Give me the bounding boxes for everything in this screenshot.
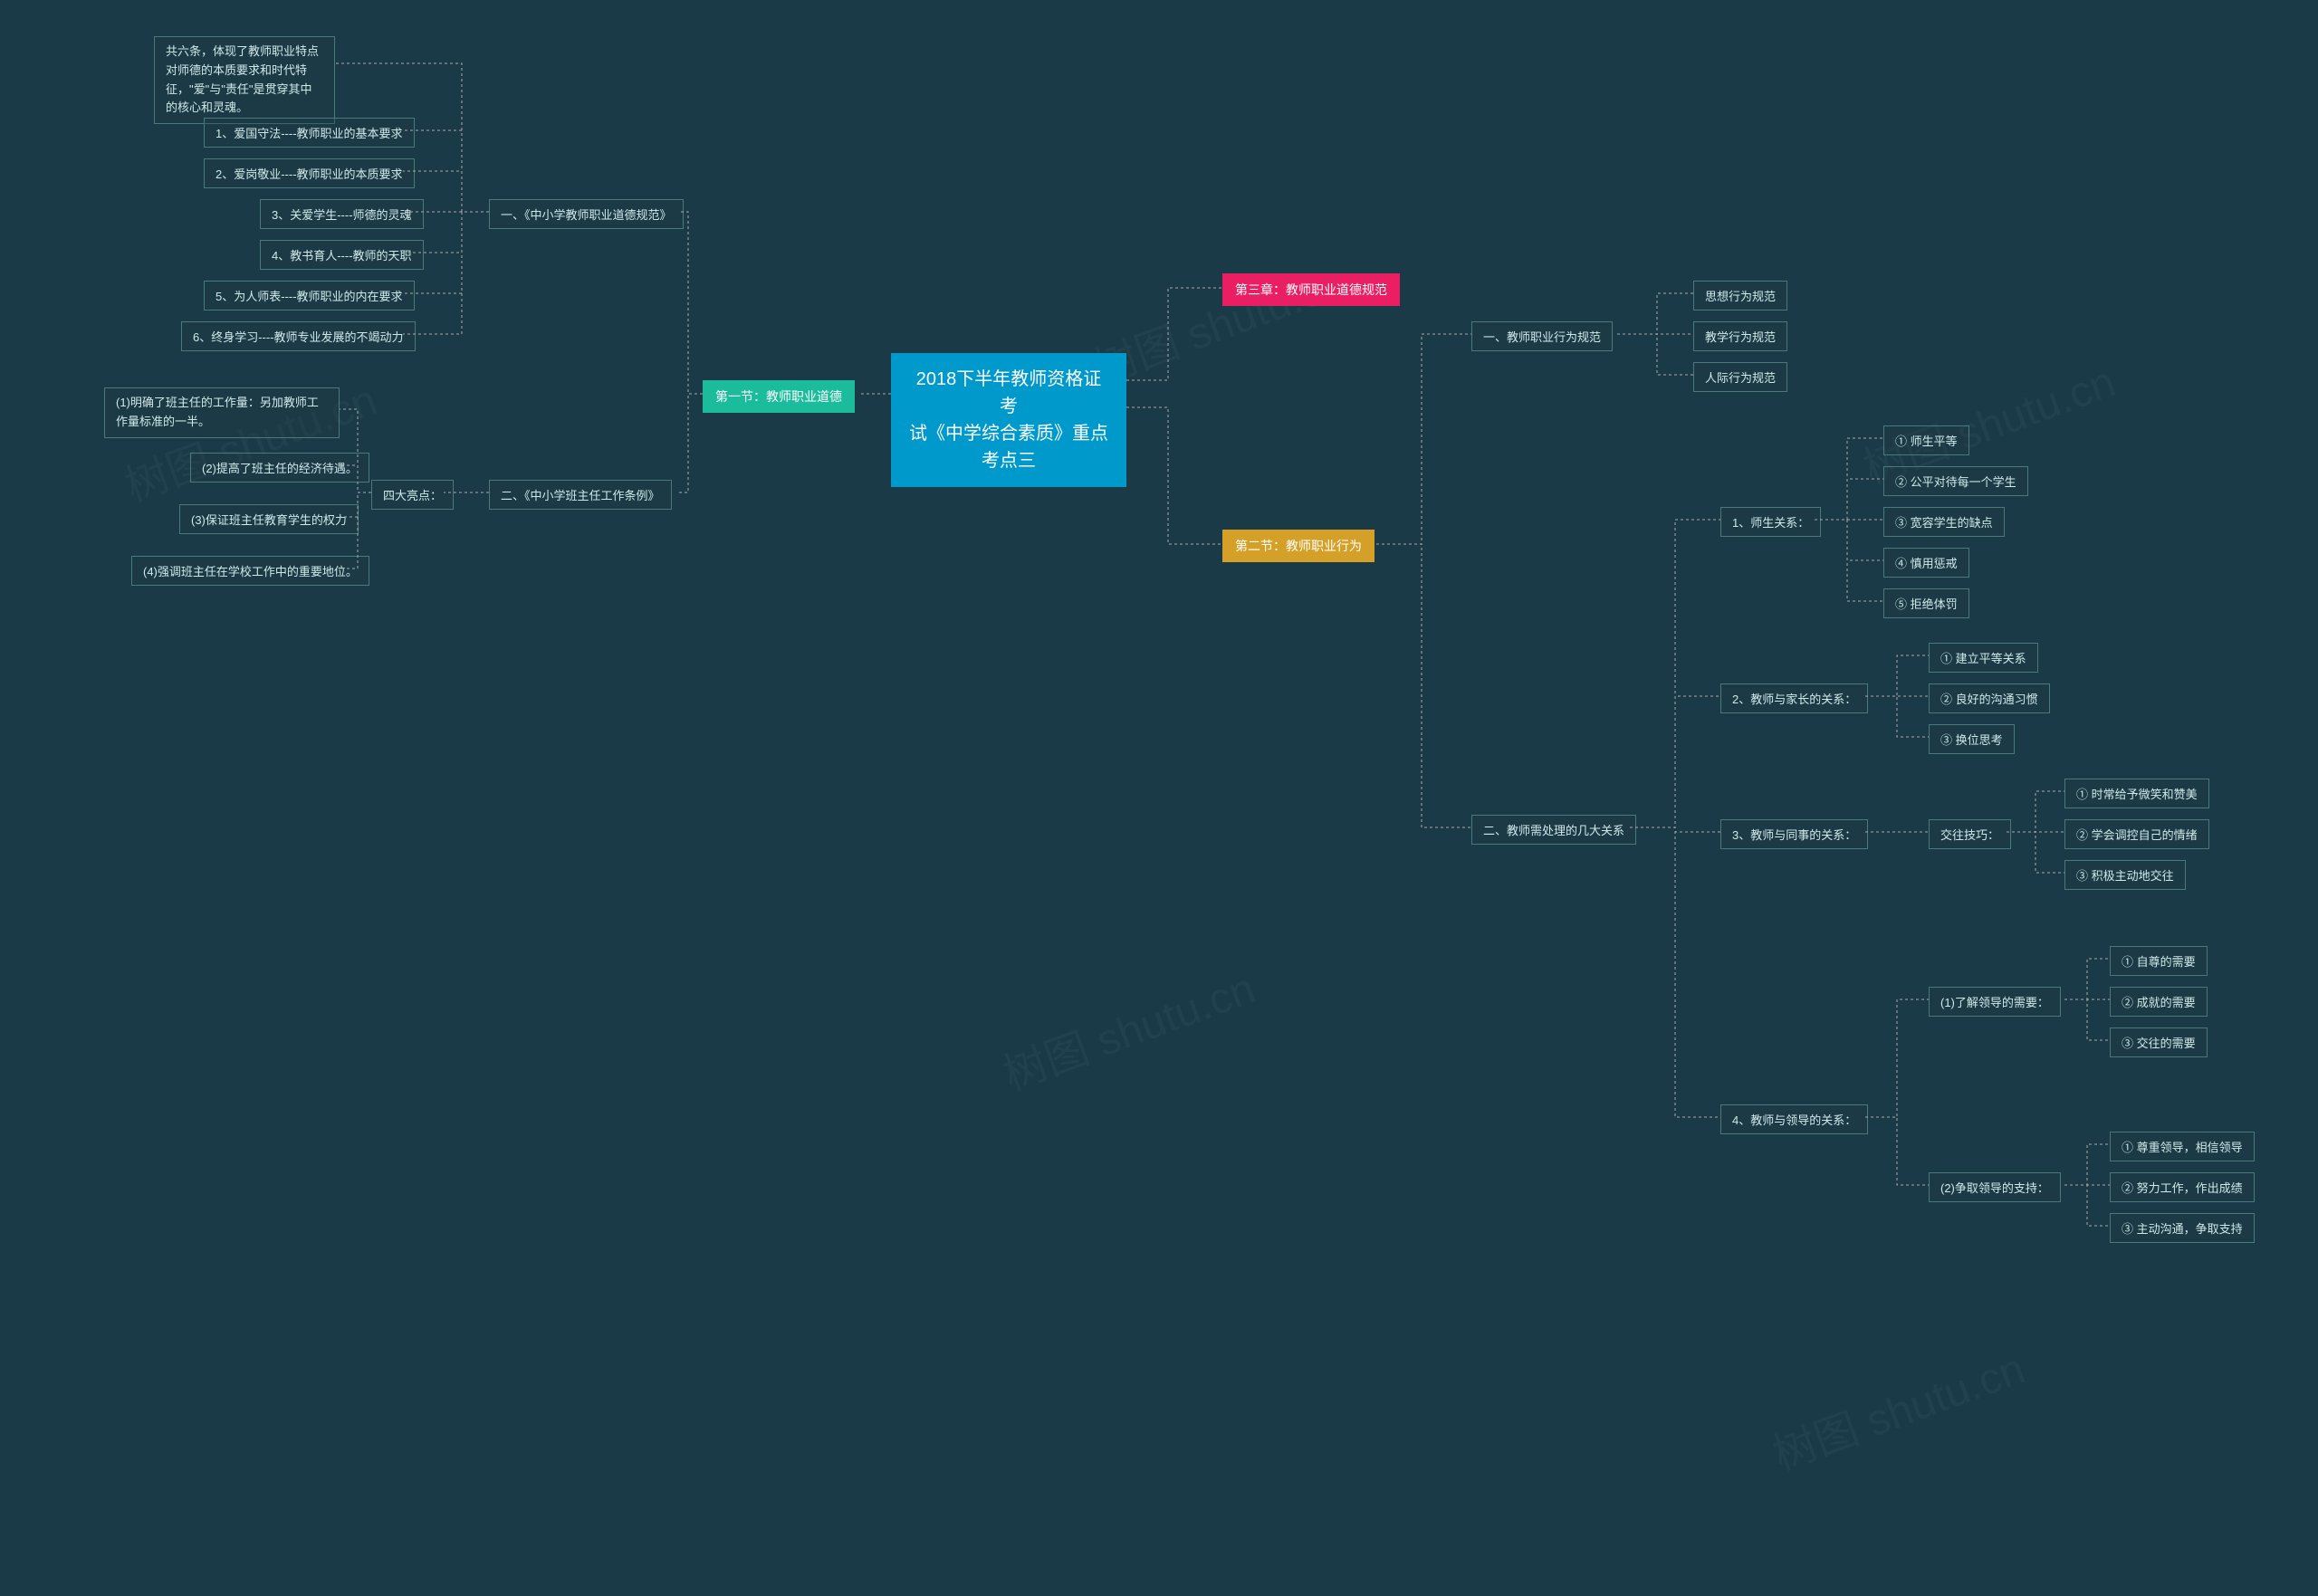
rel1-item4: ⑤ 拒绝体罚 (1883, 588, 1969, 618)
section2-title[interactable]: 第二节：教师职业行为 (1222, 530, 1375, 562)
rel1-item1: ② 公平对待每一个学生 (1883, 466, 2028, 496)
rel4-p1-item1: ② 成就的需要 (2110, 987, 2208, 1017)
watermark: 树图 shutu.cn (993, 952, 1262, 1102)
rel4-p2-label: (2)争取领导的支持： (1929, 1172, 2061, 1202)
rel1-item3: ④ 慎用惩戒 (1883, 548, 1969, 578)
center-node[interactable]: 2018下半年教师资格证考试《中学综合素质》重点考点三 (891, 353, 1126, 487)
rel3-skill-label: 交往技巧： (1929, 819, 2011, 849)
rel4-p2-item0: ① 尊重领导，相信领导 (2110, 1132, 2255, 1161)
rel2-item0: ① 建立平等关系 (1929, 643, 2038, 673)
s1-sub1-item0: 1、爱国守法----教师职业的基本要求 (204, 118, 415, 148)
s1-sub2-title[interactable]: 二、《中小学班主任工作条例》 (489, 480, 672, 510)
s1-sub1-item2: 3、关爱学生----师德的灵魂 (260, 199, 424, 229)
s1-sub1-intro: 共六条，体现了教师职业特点对师德的本质要求和时代特征，"爱"与"责任"是贯穿其中… (154, 36, 335, 124)
rel2-item2: ③ 换位思考 (1929, 724, 2015, 754)
rel3-item0: ① 时常给予微笑和赞美 (2064, 779, 2209, 808)
rel4-p1-item0: ① 自尊的需要 (2110, 946, 2208, 976)
rel2-item1: ② 良好的沟通习惯 (1929, 683, 2050, 713)
rel4-p1-item2: ③ 交往的需要 (2110, 1027, 2208, 1057)
s1-sub1-item5: 6、终身学习----教师专业发展的不竭动力 (181, 321, 416, 351)
rel3-title[interactable]: 3、教师与同事的关系： (1720, 819, 1868, 849)
watermark: 树图 shutu.cn (1763, 1333, 2032, 1482)
s2-sub1-title[interactable]: 一、教师职业行为规范 (1471, 321, 1613, 351)
s1-sub1-item1: 2、爱岗敬业----教师职业的本质要求 (204, 158, 415, 188)
rel3-item2: ③ 积极主动地交往 (2064, 860, 2186, 890)
rel1-title[interactable]: 1、师生关系： (1720, 507, 1821, 537)
s1-sub2-highlight3: (4)强调班主任在学校工作中的重要地位。 (131, 556, 369, 586)
rel1-item2: ③ 宽容学生的缺点 (1883, 507, 2005, 537)
section1-title[interactable]: 第一节：教师职业道德 (703, 380, 855, 413)
rel3-item1: ② 学会调控自己的情绪 (2064, 819, 2209, 849)
s1-sub2-highlights-label: 四大亮点： (371, 480, 454, 510)
s2-sub1-item0: 思想行为规范 (1693, 281, 1787, 311)
rel4-p1-label: (1)了解领导的需要： (1929, 987, 2061, 1017)
rel2-title[interactable]: 2、教师与家长的关系： (1720, 683, 1868, 713)
s1-sub1-item4: 5、为人师表----教师职业的内在要求 (204, 281, 415, 311)
rel1-item0: ① 师生平等 (1883, 425, 1969, 455)
rel4-p2-item1: ② 努力工作，作出成绩 (2110, 1172, 2255, 1202)
s1-sub2-highlight1: (2)提高了班主任的经济待遇。 (190, 453, 369, 483)
s2-sub2-title[interactable]: 二、教师需处理的几大关系 (1471, 815, 1636, 845)
rel4-title[interactable]: 4、教师与领导的关系： (1720, 1104, 1868, 1134)
s1-sub2-highlight2: (3)保证班主任教育学生的权力 (179, 504, 359, 534)
s1-sub1-title[interactable]: 一、《中小学教师职业道德规范》 (489, 199, 684, 229)
section3-title[interactable]: 第三章：教师职业道德规范 (1222, 273, 1400, 306)
s2-sub1-item1: 教学行为规范 (1693, 321, 1787, 351)
s1-sub1-item3: 4、教书育人----教师的天职 (260, 240, 424, 270)
rel4-p2-item2: ③ 主动沟通，争取支持 (2110, 1213, 2255, 1243)
s2-sub1-item2: 人际行为规范 (1693, 362, 1787, 392)
s1-sub2-highlight0: (1)明确了班主任的工作量：另加教师工作量标准的一半。 (104, 387, 340, 438)
